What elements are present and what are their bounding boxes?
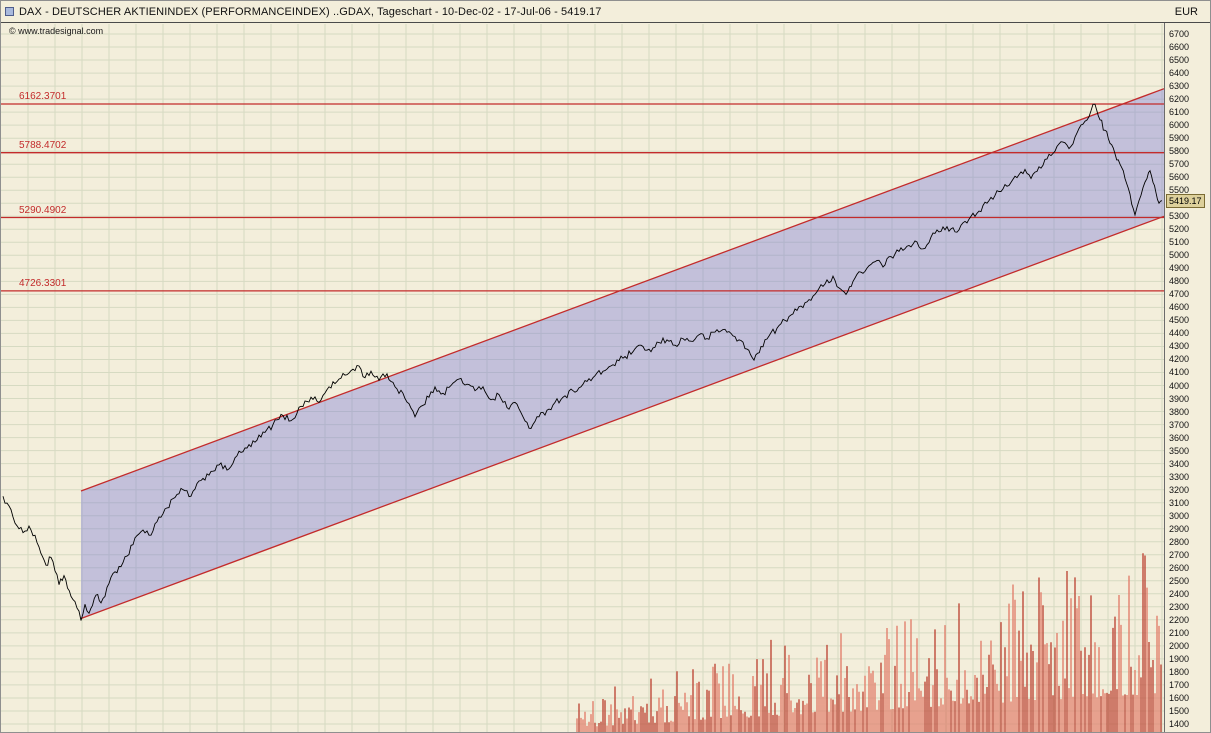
axis-tick-label: 4700	[1169, 289, 1190, 300]
axis-tick-label: 6600	[1169, 42, 1190, 53]
axis-tick-label: 6700	[1169, 29, 1190, 39]
axis-tick-label: 2400	[1169, 588, 1190, 599]
axis-tick-label: 3500	[1169, 445, 1190, 456]
chart-window-icon[interactable]	[5, 7, 14, 16]
axis-tick-label: 5200	[1169, 224, 1190, 235]
axis-tick-label: 1600	[1169, 692, 1190, 703]
axis-tick-label: 2900	[1169, 523, 1190, 534]
grid-lines	[1, 24, 1164, 732]
axis-tick-label: 3900	[1169, 393, 1190, 404]
price-axis[interactable]: 6700 6600 6500 6400 6300 6200 6100 6000 5900 5800…	[1164, 23, 1210, 732]
axis-tick-label: 4600	[1169, 302, 1190, 313]
chart-title: DAX - DEUTSCHER AKTIENINDEX (PERFORMANCE…	[19, 5, 602, 18]
axis-tick-label: 2100	[1169, 627, 1190, 638]
axis-tick-label: 1900	[1169, 653, 1190, 664]
axis-tick-label: 4900	[1169, 263, 1190, 274]
axis-tick-label: 6100	[1169, 107, 1190, 118]
watermark: © www.tradesignal.com	[9, 26, 104, 36]
axis-tick-label: 5000	[1169, 250, 1190, 261]
axis-tick-label: 1800	[1169, 666, 1190, 677]
axis-tick-label: 2800	[1169, 536, 1190, 547]
axis-tick-label: 1700	[1169, 679, 1190, 690]
axis-tick-label: 5100	[1169, 237, 1190, 248]
last-price-tag: 5419.17	[1166, 193, 1205, 208]
axis-tick-label: 2000	[1169, 640, 1190, 651]
axis-tick-label: 3600	[1169, 432, 1190, 443]
price-line	[2, 103, 1163, 621]
axis-tick-label: 3200	[1169, 484, 1190, 495]
axis-tick-label: 3400	[1169, 458, 1190, 469]
level-price-label: 5290.4902	[19, 204, 67, 216]
axis-tick-label: 1400	[1169, 719, 1190, 729]
axis-tick-label: 5900	[1169, 133, 1190, 144]
axis-tick-label: 4500	[1169, 315, 1190, 326]
axis-tick-label: 5600	[1169, 172, 1190, 183]
axis-tick-label: 3300	[1169, 471, 1190, 482]
axis-tick-label: 4800	[1169, 276, 1190, 287]
axis-tick-label: 6400	[1169, 68, 1190, 79]
axis-tick-label: 4200	[1169, 354, 1190, 365]
axis-tick-label: 1500	[1169, 705, 1190, 716]
level-price-label: 4726.3301	[19, 277, 67, 289]
axis-tick-label: 5800	[1169, 146, 1190, 157]
axis-tick-label: 6200	[1169, 94, 1190, 105]
axis-tick-label: 5500	[1169, 185, 1190, 196]
axis-tick-label: 4400	[1169, 328, 1190, 339]
level-price-label: 5788.4702	[19, 139, 67, 151]
axis-tick-label: 3700	[1169, 419, 1190, 430]
axis-tick-label: 6300	[1169, 81, 1190, 92]
level-price-label: 6162.3701	[19, 90, 67, 102]
axis-tick-label: 2300	[1169, 601, 1190, 612]
axis-tick-label: 2500	[1169, 575, 1190, 586]
axis-tick-label: 6500	[1169, 55, 1190, 66]
axis-tick-label: 4000	[1169, 380, 1190, 391]
trend-channel[interactable]	[81, 88, 1164, 619]
title-bar: DAX - DEUTSCHER AKTIENINDEX (PERFORMANCE…	[1, 1, 1210, 23]
axis-tick-label: 2200	[1169, 614, 1190, 625]
axis-tick-label: 2700	[1169, 549, 1190, 560]
volume-bars	[576, 553, 1162, 732]
axis-tick-label: 4100	[1169, 367, 1190, 378]
currency-label: EUR	[1174, 5, 1198, 18]
axis-tick-label: 3100	[1169, 497, 1190, 508]
axis-tick-label: 3800	[1169, 406, 1190, 417]
axis-tick-label: 2600	[1169, 562, 1190, 573]
trend-channel-border-lines[interactable]	[80, 88, 1165, 620]
axis-tick-label: 5700	[1169, 159, 1190, 170]
axis-tick-label: 6000	[1169, 120, 1190, 131]
axis-tick-label: 3000	[1169, 510, 1190, 521]
axis-tick-label: 4300	[1169, 341, 1190, 352]
axis-tick-label: 5300	[1169, 211, 1190, 222]
